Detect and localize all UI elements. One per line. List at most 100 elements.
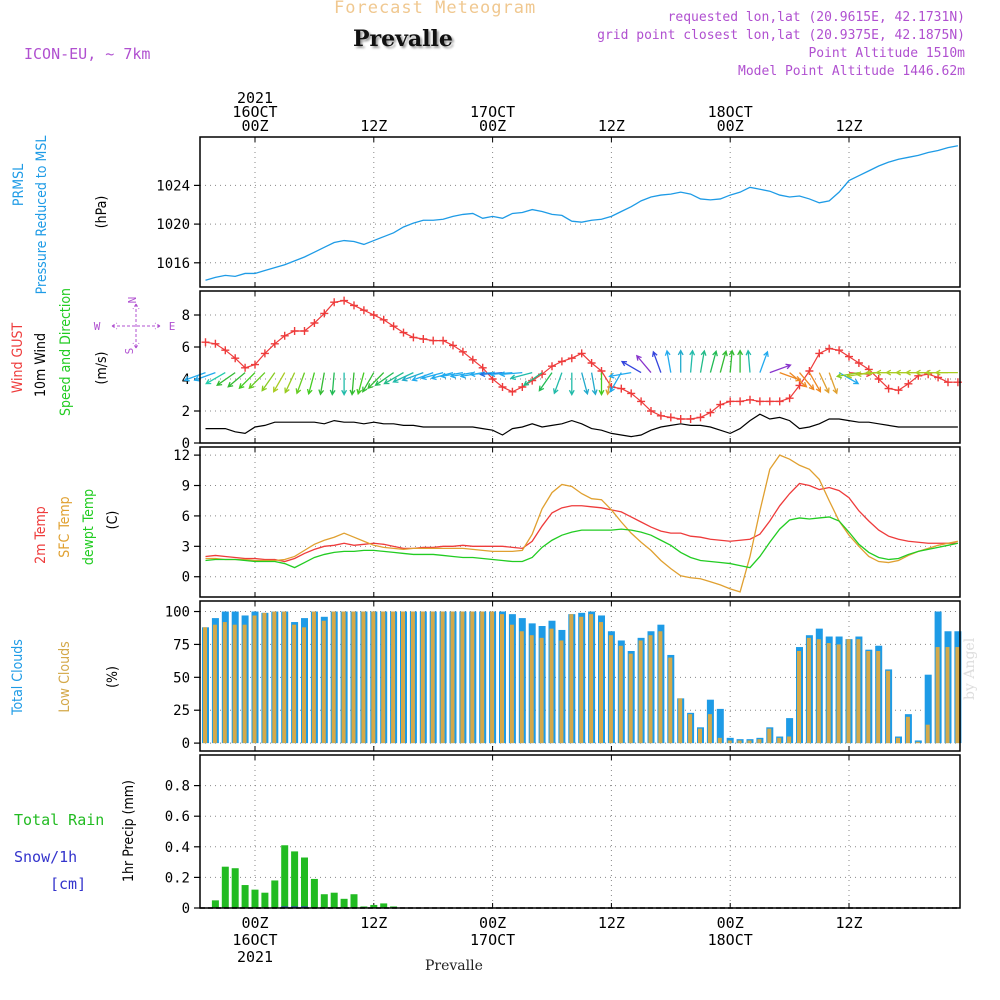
wind-direction-arrow	[499, 371, 523, 378]
wind-direction-arrow	[216, 372, 236, 386]
wind-direction-arrow	[699, 349, 707, 373]
wind-gust-marker	[350, 301, 358, 310]
low-clouds-bar	[579, 616, 584, 744]
y-tick-label: 8	[182, 308, 190, 324]
total-clouds-bar	[924, 674, 932, 744]
wind-gust-marker	[359, 306, 368, 315]
low-clouds-bar	[539, 637, 544, 744]
top-time-label: 00Z	[241, 117, 268, 135]
wind-gust-marker	[785, 394, 794, 403]
wind-gust-marker	[577, 349, 586, 358]
top-time-label: 17OCT	[470, 103, 515, 121]
total-clouds-label: Total Clouds	[10, 639, 26, 716]
rain-bar	[380, 903, 388, 908]
rain-bar	[251, 889, 259, 908]
rain-bar	[330, 892, 338, 908]
wind-gust-marker	[379, 315, 388, 324]
wind-gust-marker	[557, 357, 566, 366]
temp-2m-label: 2m Temp	[33, 506, 49, 564]
wind-gust-marker	[399, 328, 408, 337]
wind-speed-dir-label: Speed and Direction	[58, 288, 74, 416]
wind-direction-arrow	[709, 350, 718, 373]
precipitation-frame	[199, 754, 961, 909]
low-clouds-bar	[519, 631, 524, 744]
snow-label: Snow/1h	[14, 848, 77, 866]
wind-gust-marker	[508, 387, 517, 396]
low-clouds-bar	[331, 611, 336, 744]
wind-gust-marker	[241, 363, 250, 372]
temp-unit-label: (C)	[105, 511, 121, 530]
wind-direction-arrow	[205, 372, 226, 385]
wind-gust-marker	[845, 352, 853, 361]
footer-location: Prevalle	[425, 958, 483, 974]
y-tick-label: 1020	[156, 217, 190, 233]
wind-gust-marker	[270, 339, 279, 348]
wind-gust-marker	[310, 319, 319, 327]
low-clouds-bar	[688, 714, 693, 744]
low-clouds-bar	[302, 627, 306, 744]
low-clouds-bar	[876, 651, 881, 744]
dewpoint-label: dewpt Temp	[81, 489, 97, 565]
wind-gust-marker	[488, 375, 497, 383]
bottom-time-label: 00Z	[479, 914, 506, 932]
rain-bar	[301, 857, 308, 908]
low-clouds-bar	[490, 611, 495, 744]
wind-gust-line	[205, 299, 958, 420]
wind-direction-arrow	[934, 369, 958, 376]
low-clouds-bar	[242, 624, 247, 744]
wind-direction-arrow	[341, 372, 348, 396]
low-clouds-bar	[549, 628, 554, 744]
compass-cross	[111, 303, 161, 349]
wind-direction-arrow	[411, 371, 434, 382]
wind-gust-marker	[775, 397, 784, 406]
wind-direction-arrow	[401, 371, 424, 382]
wind-direction-arrow	[522, 372, 543, 386]
wind-gust-marker	[835, 346, 844, 355]
low-clouds-bar	[599, 622, 603, 744]
wind-gust-marker	[528, 376, 537, 385]
low-clouds-bar	[589, 614, 594, 744]
low-clouds-bar	[371, 611, 376, 744]
low-clouds-bar	[668, 657, 673, 744]
y-tick-label: 9	[182, 479, 190, 495]
wind-direction-arrow	[284, 372, 296, 394]
low-clouds-bar	[757, 739, 762, 744]
y-tick-label: 6	[182, 340, 190, 356]
wind-direction-arrow	[598, 372, 605, 396]
wind-gust-marker	[627, 389, 636, 398]
pressure-frame	[199, 136, 961, 288]
wind-direction-arrow	[449, 371, 473, 379]
wind-gust-marker	[330, 298, 339, 307]
location-title: Prevalle	[353, 26, 453, 52]
temp-sfc-line	[205, 454, 959, 593]
wind-gust-marker	[458, 347, 467, 356]
wind-compass: N S W E	[94, 297, 176, 355]
top-time-label: 00Z	[717, 117, 744, 135]
compass-west: W	[94, 320, 101, 333]
bottom-time-label: 16OCT	[232, 931, 277, 949]
wind-gust-marker	[746, 395, 754, 404]
wind-gust-marker	[884, 384, 893, 393]
bottom-time-label: 18OCT	[708, 931, 753, 949]
wind-gust-marker	[498, 383, 507, 391]
bottom-time-label: 12Z	[835, 914, 862, 932]
wind-gust-marker	[518, 383, 527, 391]
low-clouds-bar	[361, 611, 366, 744]
wind-direction-arrow	[635, 354, 652, 374]
low-clouds-bar	[717, 737, 722, 744]
wind-gust-marker	[815, 349, 824, 358]
wind-gust-marker	[894, 386, 903, 395]
low-clouds-bar	[886, 670, 891, 744]
wind-direction-arrow	[420, 371, 444, 381]
bottom-time-label: 00Z	[241, 914, 268, 932]
wind-gust-marker	[548, 362, 556, 371]
low-clouds-bar	[212, 624, 217, 744]
wind-direction-arrow	[799, 372, 815, 391]
wind-direction-arrow	[329, 372, 336, 396]
wind-gust-marker	[468, 355, 477, 364]
rain-bar	[310, 878, 318, 908]
snow-bar	[301, 906, 308, 908]
low-clouds-bar	[529, 635, 534, 744]
top-time-label: 12Z	[360, 117, 387, 135]
low-clouds-bar	[420, 611, 425, 744]
